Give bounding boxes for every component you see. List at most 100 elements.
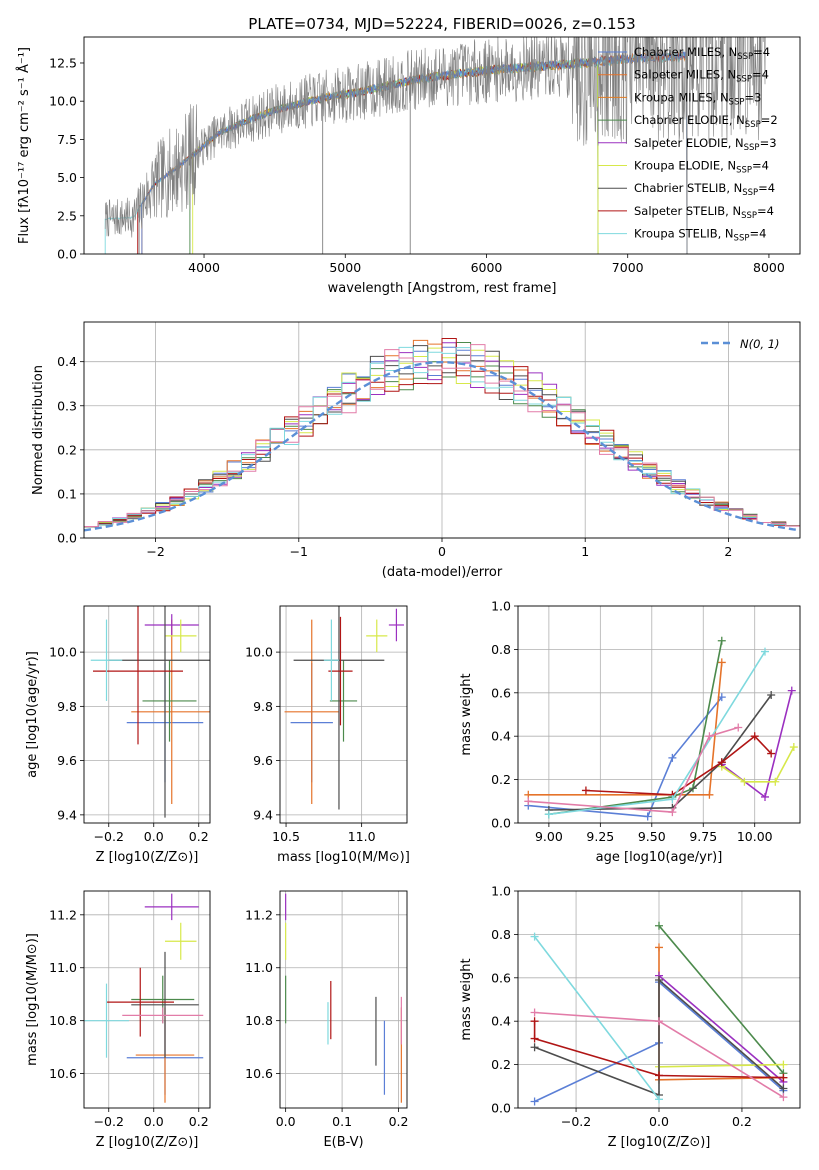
y-tick-label: 10.0 [49,94,77,109]
axes-frame [517,890,801,1109]
y-tick-label: 0.3 [57,398,77,413]
errorbar-point [142,660,197,742]
y-tick-label: 9.4 [253,807,273,822]
weight-line [658,1063,784,1068]
weight-marker [717,658,726,667]
legend-label-name: Salpeter ELODIE, N [634,136,744,150]
y-tick-label: 0.0 [491,1101,511,1116]
errorbar-point [144,893,199,921]
errorbar-point [131,619,210,805]
legend-label-name: Kroupa MILES, N [634,90,729,104]
weight-series [530,1008,788,1102]
errorbar-point [122,1007,204,1024]
x-tick-label: 7000 [612,260,644,275]
legend-label-name: Kroupa STELIB, N [634,227,734,241]
weight-line [721,746,795,783]
weight-marker [655,1017,663,1026]
weight-marker [767,690,776,699]
data-spectrum [104,37,766,238]
x-axis-label: mass [log10(M/M⊙)] [277,850,410,865]
legend-label-sub: SSP [734,234,750,244]
axes-frame [83,890,211,1109]
errorbar-point [131,951,199,1058]
x-tick-label: −0.2 [94,829,124,844]
y-tick-label: 11.0 [245,960,273,975]
legend-label: Chabrier STELIB, NSSP=4 [634,181,775,198]
x-tick-label: 9.75 [689,829,717,844]
legend-label: Kroupa ELODIE, NSSP=4 [634,159,769,176]
x-tick-label: 0.2 [389,1114,409,1129]
plot-area-mass_vs_Z [84,893,204,1103]
y-tick-label: 9.8 [253,699,273,714]
legend-label-sub: SSP [741,211,757,221]
weight-marker [530,1034,539,1043]
weight-marker [761,647,770,656]
y-tick-label: 11.2 [245,907,273,922]
panel-weight_vs_age: 9.00 9.25 9.50 9.75 10.00 0.0 0.2 0.4 0.6 0.8 1.0 a… [459,599,801,865]
weight-line [533,1021,784,1079]
panel-spectrum: 4000 5000 6000 7000 8000 0.0 2.5 5.0 7.5 10.0 12.5… [16,36,801,296]
y-axis-label: mass weight [459,673,474,755]
y-tick-label: 10.8 [49,1013,77,1028]
legend-label: Chabrier ELODIE, NSSP=2 [634,113,778,130]
y-tick-label: 10.0 [49,645,77,660]
x-tick-label: 9.00 [535,829,563,844]
weight-line [528,726,739,813]
x-axis-label: age [log10(age/yr)] [596,850,723,865]
legend-label-name: Chabrier STELIB, N [634,181,742,195]
y-tick-label: 0.2 [57,442,77,457]
axes-frame [83,321,801,539]
y-axis-label: Normed distribution [31,365,46,495]
x-tick-label: 10.00 [737,829,773,844]
weight-series [581,732,776,799]
x-tick-label: 2 [724,544,732,559]
y-tick-label: 2.5 [57,208,77,223]
weight-marker [530,932,539,941]
legend-label-eq: =4 [749,227,766,241]
weight-marker [779,1093,788,1102]
weight-marker [530,1097,539,1106]
x-tick-label: 9.50 [638,829,666,844]
weight-marker [705,732,714,741]
weight-marker [767,749,776,758]
x-tick-label: 4000 [188,260,220,275]
weight-marker [750,732,759,741]
x-tick-label: 6000 [471,260,503,275]
plot-area-residuals [84,338,800,532]
legend-label: Kroupa STELIB, NSSP=4 [634,227,766,244]
errorbar-point [328,616,353,726]
x-axis-label: Z [log10(Z/Z⊙)] [608,1135,711,1150]
weight-marker [544,810,553,819]
legend-label-eq: =2 [761,113,778,127]
x-tick-label: 11.0 [348,829,376,844]
weight-marker [655,1071,663,1080]
x-tick-label: −1 [290,544,308,559]
weight-line [534,978,784,1097]
x-tick-label: 0.2 [189,1114,209,1129]
weight-marker [761,792,770,801]
y-tick-label: 0.4 [491,1014,511,1029]
legend-label: N(0, 1) [740,337,780,351]
y-tick-label: 11.0 [49,960,77,975]
y-axis-label: age [log10(age/yr)] [25,651,40,778]
weight-marker [779,1084,788,1093]
errorbar-point [108,606,210,818]
y-tick-label: 12.5 [49,55,77,70]
legend-label-sub: SSP [736,75,752,85]
weight-marker [779,1060,788,1069]
y-axis-label: mass [log10(M/M⊙)] [25,933,40,1066]
legend-label-name: Kroupa ELODIE, N [634,159,736,173]
weight-marker [668,808,677,817]
panel-mass_vs_Z: −0.2 0.0 0.2 10.6 10.8 11.0 11.2 Z [log10(Z/Z⊙)… [25,890,211,1150]
weight-marker [740,777,749,786]
errorbar-point [165,619,197,653]
legend-label-eq: =4 [752,68,769,82]
plot-area-weight_vs_Z [530,921,788,1106]
y-tick-label: 9.6 [253,753,273,768]
y-tick-label: 10.8 [245,1013,273,1028]
plot-area-weight_vs_age [524,636,798,821]
errorbar-point [144,614,199,636]
